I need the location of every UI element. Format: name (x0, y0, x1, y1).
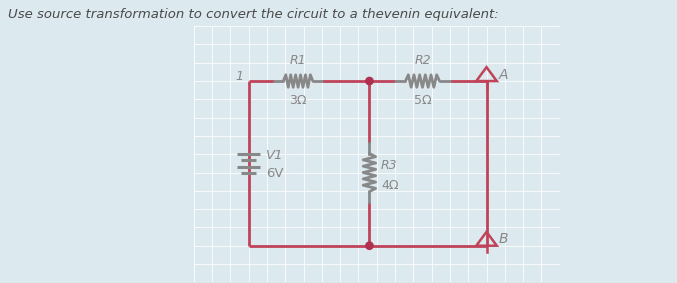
Text: B: B (498, 232, 508, 246)
Circle shape (366, 242, 373, 249)
Text: 6V: 6V (266, 167, 284, 180)
Text: Use source transformation to convert the circuit to a thevenin equivalent:: Use source transformation to convert the… (8, 8, 499, 22)
Text: 1: 1 (235, 70, 243, 83)
Text: R3: R3 (381, 159, 398, 172)
Text: V1: V1 (266, 149, 284, 162)
Text: 3Ω: 3Ω (289, 94, 307, 107)
Text: 4Ω: 4Ω (381, 179, 399, 192)
Text: R1: R1 (290, 54, 307, 67)
Circle shape (366, 77, 373, 85)
Text: A: A (498, 68, 508, 82)
Text: R2: R2 (414, 54, 431, 67)
Text: 5Ω: 5Ω (414, 94, 431, 107)
